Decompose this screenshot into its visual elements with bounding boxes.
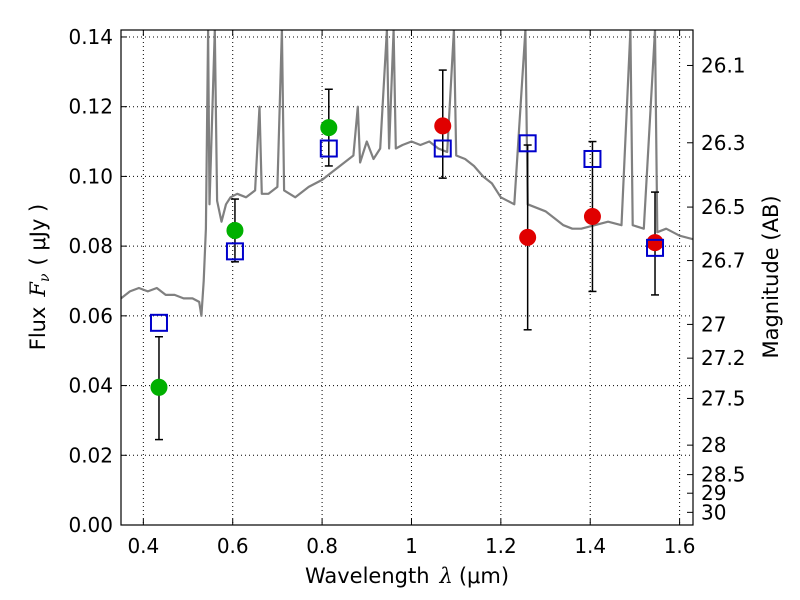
x-tick-label: 0.6 xyxy=(217,534,249,558)
right-tick-label: 26.7 xyxy=(701,249,746,273)
blue-square-point xyxy=(646,238,665,257)
green-data-point xyxy=(150,378,168,396)
green-data-point xyxy=(320,119,338,137)
x-tick-label: 1.2 xyxy=(485,534,517,558)
right-tick-label: 28 xyxy=(701,433,726,457)
y-tick-label: 0.04 xyxy=(68,374,113,398)
blue-square-point xyxy=(518,134,537,153)
axis-ticks: 0.4 0.6 0.8 1 1.2 1.4 1.6 0.00 0.02 0.04 0.06 0.08 0… xyxy=(68,25,745,558)
model-spectrum-layer xyxy=(121,30,693,317)
plot-frame xyxy=(120,29,694,526)
red-data-point xyxy=(646,234,664,252)
x-tick-label: 1.4 xyxy=(574,534,606,558)
red-data-point xyxy=(519,228,537,246)
y-tick-label: 0.08 xyxy=(68,234,113,258)
blue-square-point xyxy=(433,139,452,158)
y-axis-label-subscript: ν xyxy=(37,273,53,282)
y-tick-label: 0.10 xyxy=(68,164,113,188)
blue-square-point xyxy=(583,149,602,168)
y-tick-label: 0.12 xyxy=(68,95,113,119)
x-tick-label: 1 xyxy=(405,534,418,558)
x-tick-label: 1.6 xyxy=(664,534,696,558)
y-tick-label: 0.06 xyxy=(68,304,113,328)
x-tick-label: 0.4 xyxy=(127,534,159,558)
right-tick-label: 26.5 xyxy=(701,195,746,219)
y-tick-label: 0.02 xyxy=(68,443,113,467)
blue-square-point xyxy=(319,139,338,158)
right-tick-label: 26.1 xyxy=(701,53,746,77)
y-tick-label: 0.00 xyxy=(68,513,113,537)
red-data-point xyxy=(583,207,601,225)
y-axis-label-text: Flux xyxy=(26,307,50,351)
y-axis-label: Flux Fν ( μJy ) xyxy=(26,204,53,350)
data-points-layer xyxy=(149,69,665,441)
x-axis-label-text: Wavelength xyxy=(305,564,430,588)
x-tick-label: 0.8 xyxy=(306,534,338,558)
right-tick-label: 27.2 xyxy=(701,346,746,370)
right-tick-label: 26.3 xyxy=(701,131,746,155)
right-tick-label: 30 xyxy=(701,500,726,524)
spectrum-line xyxy=(121,30,693,317)
right-tick-label: 28.5 xyxy=(701,463,746,487)
y-axis-label-symbol: F xyxy=(26,281,50,298)
x-axis-label-unit: (μm) xyxy=(459,564,509,588)
right-tick-label: 29 xyxy=(701,481,726,505)
right-tick-label: 27 xyxy=(701,312,726,336)
y-tick-label: 0.14 xyxy=(68,25,113,49)
blue-square-point xyxy=(225,242,244,261)
x-axis-label: Wavelength λ (μm) xyxy=(305,564,509,588)
right-tick-label: 27.5 xyxy=(701,386,746,410)
right-axis-label: Magnitude (AB) xyxy=(759,195,783,358)
red-data-point xyxy=(434,117,452,135)
x-axis-label-symbol: λ xyxy=(439,564,453,588)
green-data-point xyxy=(226,221,244,239)
y-axis-label-unit: ( μJy ) xyxy=(26,204,50,266)
blue-square-point xyxy=(149,313,168,332)
